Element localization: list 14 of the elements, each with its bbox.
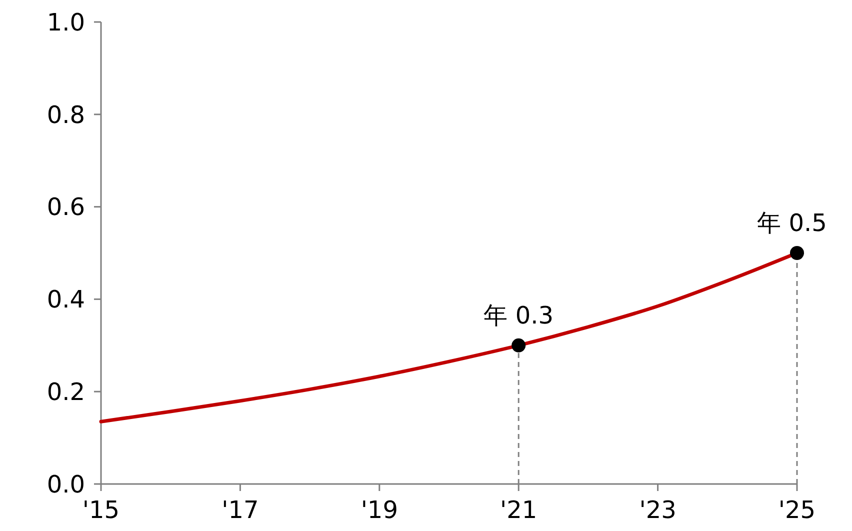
y-tick-label: 0.2 bbox=[46, 378, 86, 406]
y-tick-label: 1.0 bbox=[46, 8, 86, 36]
y-tick-label: 0.8 bbox=[46, 100, 86, 129]
y-tick-label: 0.6 bbox=[46, 193, 86, 222]
x-tick-label: '17 bbox=[222, 496, 259, 524]
x-tick-label: '25 bbox=[778, 496, 816, 524]
x-tick-label: '23 bbox=[639, 496, 676, 524]
x-tick-label: '21 bbox=[500, 496, 538, 524]
y-tick-label: 0.0 bbox=[46, 470, 86, 498]
annotation: 年 0.5 bbox=[757, 209, 827, 237]
y-tick-label: 0.4 bbox=[46, 286, 86, 314]
x-tick-label: '15 bbox=[82, 496, 120, 524]
annotation: 年 0.3 bbox=[484, 301, 554, 330]
x-tick-label: '19 bbox=[360, 496, 398, 524]
